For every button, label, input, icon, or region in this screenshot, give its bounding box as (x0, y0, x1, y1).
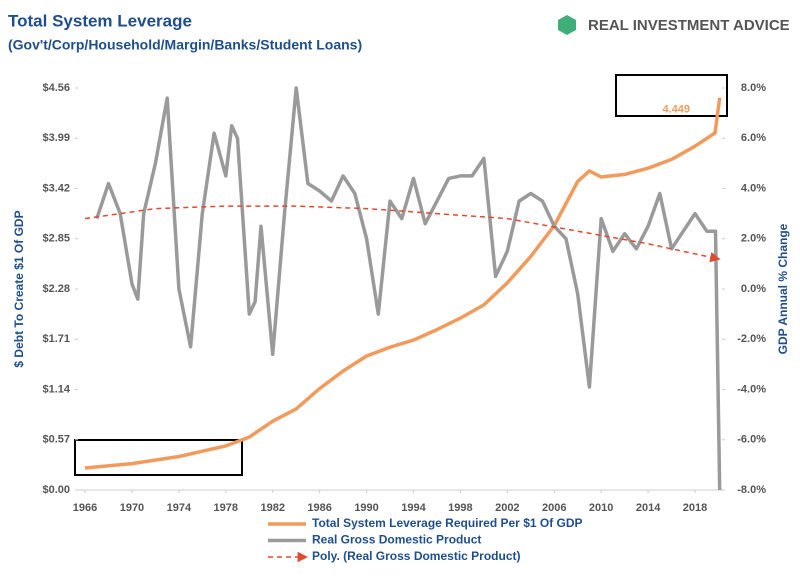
y2-tick-label: -6.0% (737, 434, 766, 446)
series-line (84, 97, 722, 470)
y2-tick-label: 8.0% (741, 82, 766, 94)
x-tick-label: 1990 (354, 502, 378, 514)
y2-axis-label: GDP Annual % Change (776, 223, 790, 354)
legend-label: Total System Leverage Required Per $1 Of… (312, 516, 583, 530)
y-tick-label: $0.00 (42, 484, 70, 496)
x-tick-label: 1970 (120, 502, 144, 514)
y-tick-label: $4.56 (42, 82, 70, 94)
y-tick-label: $1.71 (42, 333, 70, 345)
y-tick-label: $0.57 (42, 434, 70, 446)
y2-tick-label: 2.0% (741, 233, 766, 245)
legend-label: Real Gross Domestic Product (312, 533, 481, 547)
x-tick-label: 1974 (167, 502, 192, 514)
x-tick-label: 2018 (683, 502, 707, 514)
y2-tick-label: 6.0% (741, 132, 766, 144)
data-label: 4.449 (662, 104, 690, 116)
legend-label: Poly. (Real Gross Domestic Product) (312, 549, 521, 563)
x-tick-label: 2010 (589, 502, 613, 514)
x-tick-label: 1982 (260, 502, 284, 514)
y2-tick-label: 0.0% (741, 283, 766, 295)
chart-subtitle: (Gov't/Corp/Household/Margin/Banks/Stude… (8, 37, 362, 53)
x-tick-label: 1998 (448, 502, 472, 514)
logo-icon (558, 15, 576, 35)
x-tick-label: 1966 (73, 502, 97, 514)
highlight-box (615, 74, 728, 117)
series-line (95, 86, 722, 491)
x-tick-label: 1978 (214, 502, 238, 514)
y2-tick-label: -4.0% (737, 383, 766, 395)
x-tick-label: 1994 (401, 502, 426, 514)
y-axis-label: $ Debt To Create $1 Of GDP (12, 210, 26, 367)
chart-title: Total System Leverage (8, 11, 192, 30)
x-tick-label: 2014 (636, 502, 661, 514)
y-tick-label: $3.99 (42, 132, 70, 144)
x-tick-label: 2002 (495, 502, 519, 514)
y2-tick-label: -8.0% (737, 484, 766, 496)
y2-tick-label: -2.0% (737, 333, 766, 345)
y-tick-label: $2.28 (42, 283, 70, 295)
highlight-box (74, 439, 243, 476)
y-tick-label: $2.85 (42, 233, 70, 245)
y2-tick-label: 4.0% (741, 182, 766, 194)
series-line (84, 205, 721, 263)
x-tick-label: 2006 (542, 502, 566, 514)
y-tick-label: $3.42 (42, 182, 70, 194)
y-tick-label: $1.14 (42, 383, 70, 395)
x-tick-label: 1986 (307, 502, 331, 514)
brand: REAL INVESTMENT ADVICE (588, 17, 790, 34)
